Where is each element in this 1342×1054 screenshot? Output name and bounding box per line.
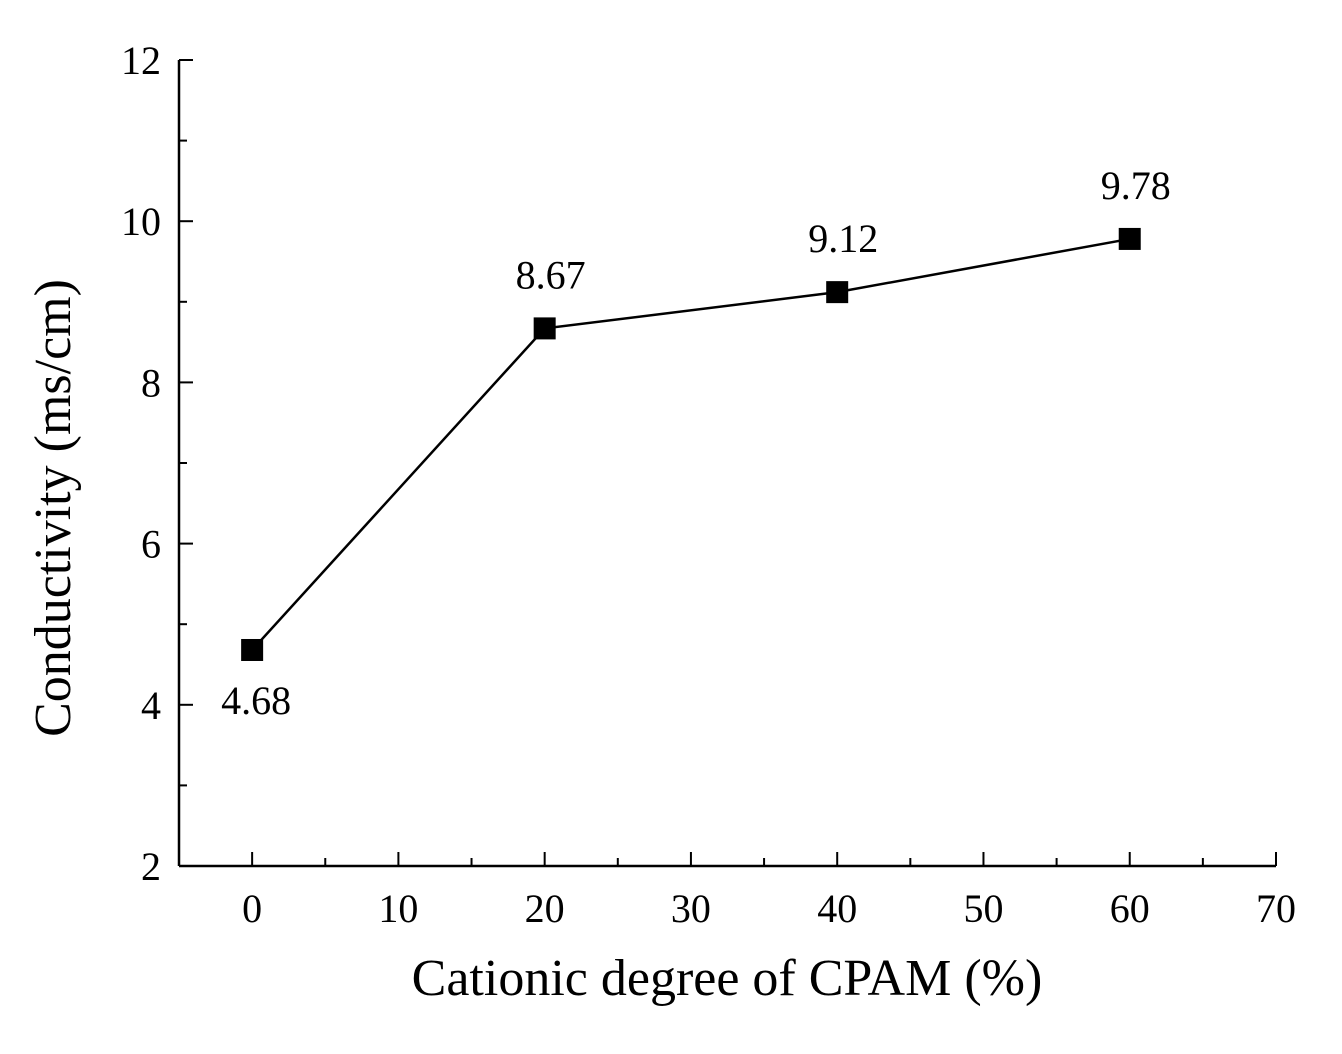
data-label: 8.67 (516, 252, 586, 297)
data-point-marker (533, 317, 556, 340)
y-tick-label: 10 (121, 199, 161, 244)
x-tick-label: 40 (817, 886, 857, 931)
data-label: 9.12 (808, 216, 878, 261)
data-point-marker (241, 638, 264, 661)
x-tick-label: 0 (242, 886, 262, 931)
x-tick-label: 20 (525, 886, 565, 931)
ticks: 0 10 20 30 40 50 60 70 2 4 6 8 10 12 (121, 38, 1296, 931)
data-labels: 4.68 8.67 9.12 9.78 (221, 163, 1171, 723)
y-tick-label: 6 (141, 522, 161, 567)
y-tick-label: 4 (141, 683, 161, 728)
x-tick-label: 60 (1110, 886, 1150, 931)
x-axis-title: Cationic degree of CPAM (%) (412, 950, 1043, 1007)
data-point-marker (826, 281, 849, 304)
x-tick-label: 70 (1256, 886, 1296, 931)
series-line (251, 237, 1130, 651)
x-tick-label: 50 (963, 886, 1003, 931)
data-point-marker (1118, 227, 1141, 250)
y-axis-title: Conductivity (ms/cm) (25, 279, 82, 737)
y-tick-label: 2 (141, 844, 161, 889)
y-tick-label: 12 (121, 38, 161, 83)
x-tick-label: 10 (378, 886, 418, 931)
series (241, 227, 1141, 661)
x-tick-label: 30 (671, 886, 711, 931)
data-label: 9.78 (1101, 163, 1171, 208)
y-tick-label: 8 (141, 360, 161, 405)
data-label: 4.68 (221, 678, 291, 723)
